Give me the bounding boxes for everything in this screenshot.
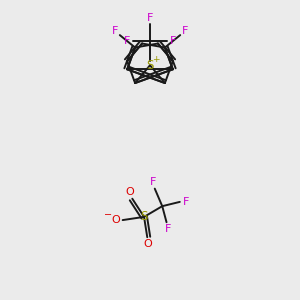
Text: F: F <box>112 26 118 36</box>
Text: −: − <box>104 210 112 220</box>
Text: O: O <box>125 187 134 197</box>
Text: O: O <box>143 239 152 249</box>
Text: F: F <box>165 224 171 234</box>
Text: F: F <box>124 36 130 46</box>
Text: O: O <box>112 215 121 225</box>
Text: F: F <box>147 13 153 23</box>
Text: F: F <box>170 36 176 46</box>
Text: S: S <box>140 210 148 224</box>
Text: +: + <box>152 55 159 64</box>
Text: F: F <box>150 177 157 187</box>
Text: F: F <box>183 197 190 207</box>
Text: S: S <box>146 59 154 72</box>
Text: F: F <box>182 26 188 36</box>
